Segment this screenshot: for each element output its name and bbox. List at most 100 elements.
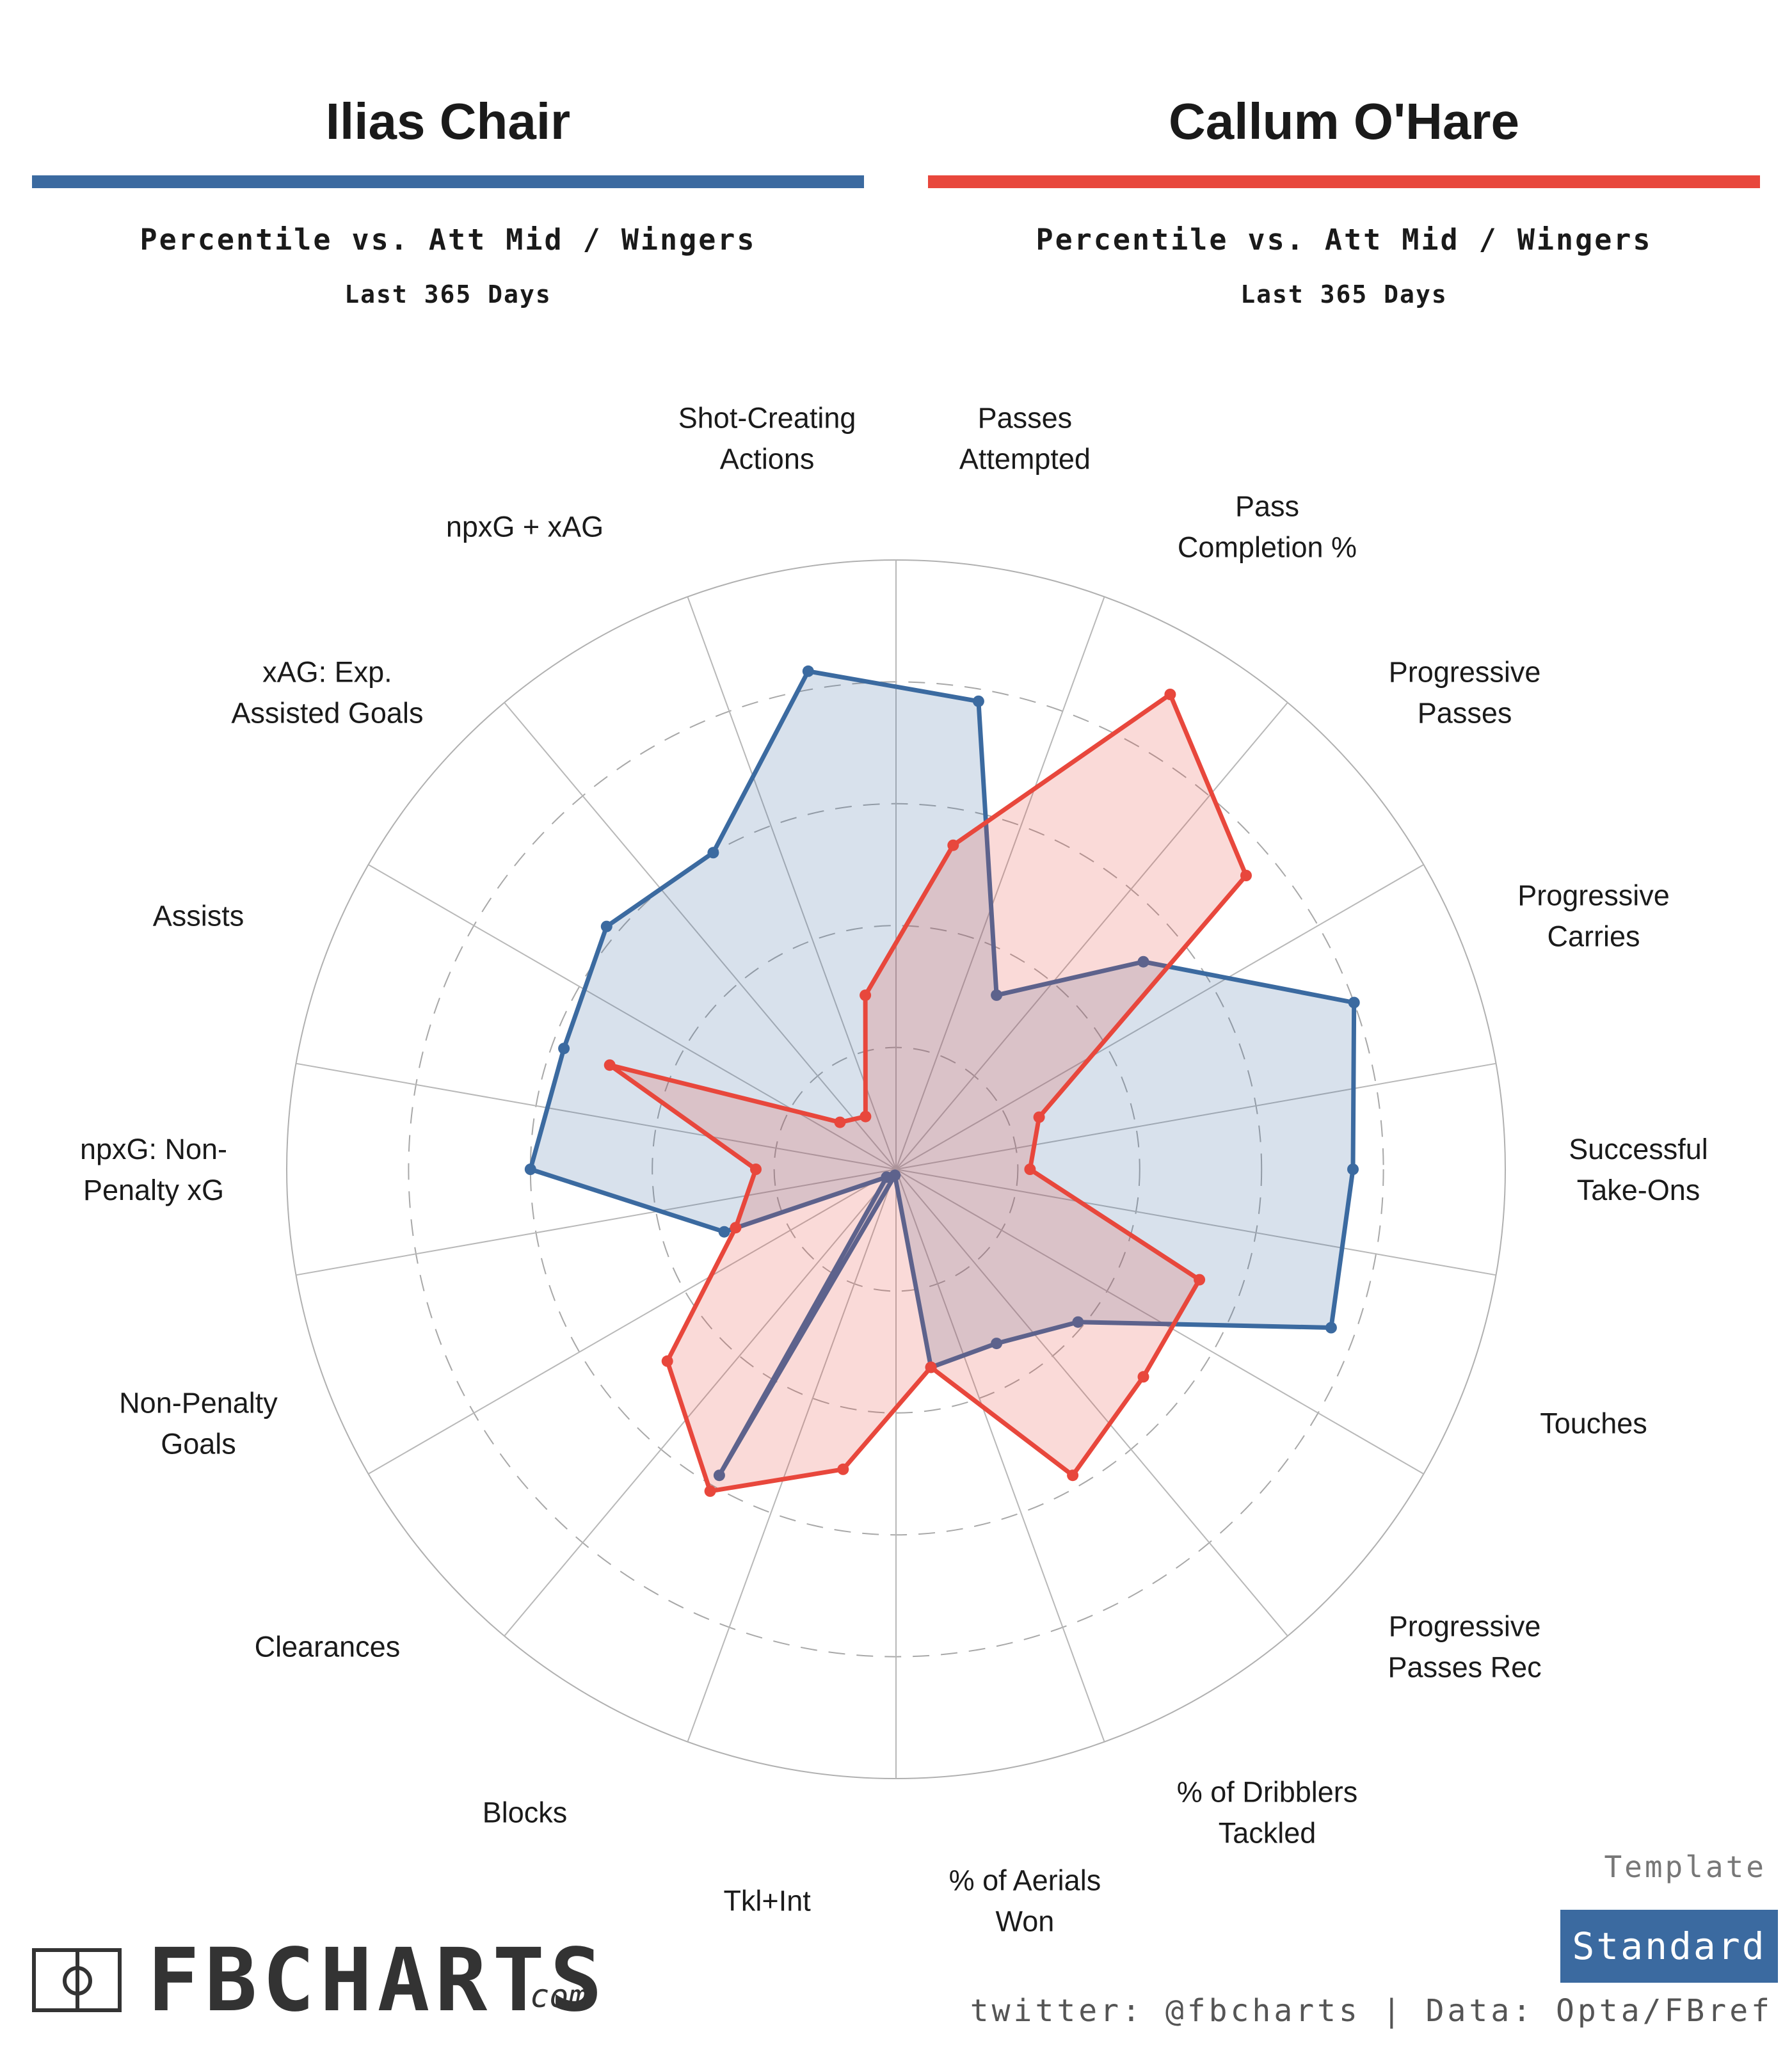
series-2-point — [1024, 1164, 1036, 1175]
series-1-point — [1325, 1322, 1337, 1334]
radar-spoke — [895, 1062, 1496, 1170]
logo-wordmark: FBCHARTS — [147, 1930, 608, 2031]
metric-label-line: Passes — [1418, 696, 1512, 729]
pitch-icon — [32, 1948, 122, 2012]
radar-spoke — [687, 1169, 897, 1742]
series-2-point — [730, 1222, 742, 1234]
logo-suffix: .com — [511, 1978, 588, 2015]
radar-spoke — [504, 1169, 897, 1636]
fbcharts-logo[interactable]: FBCHARTS .com — [32, 1933, 602, 2029]
metric-label: Non-Penalty Goals — [119, 1387, 278, 1460]
series-1-point — [972, 695, 984, 707]
radar-spoke — [895, 1169, 1496, 1276]
metric-label: Touches — [1540, 1407, 1647, 1440]
metric-label: Assists — [153, 899, 244, 932]
metric-label-line: Attempted — [959, 443, 1091, 476]
series-2-point — [834, 1116, 846, 1128]
series-2-point — [860, 989, 872, 1002]
series-1-point — [991, 1338, 1003, 1350]
metric-label: Successful Take-Ons — [1569, 1133, 1708, 1206]
radar-spoke — [504, 702, 897, 1170]
series-2-point — [661, 1355, 673, 1367]
metric-label: Clearances — [255, 1631, 401, 1663]
metric-label: npxG + xAG — [446, 510, 604, 543]
metric-label: Progressive Passes — [1389, 655, 1541, 729]
series-1-point — [1072, 1316, 1084, 1328]
metric-label: % of Dribblers Tackled — [1177, 1776, 1358, 1850]
series-2-point — [947, 839, 959, 851]
radar-spoke — [368, 1169, 897, 1475]
radar-spoke — [895, 1169, 1424, 1475]
metric-label: Progressive Carries — [1517, 879, 1670, 952]
template-label: Template — [1604, 1850, 1766, 1884]
metric-label: Progressive Passes Rec — [1388, 1610, 1542, 1684]
series-2-point — [1240, 870, 1252, 881]
metric-label: Passes Attempted — [959, 402, 1091, 476]
series-1-point — [1347, 1164, 1359, 1175]
metric-label-line: Blocks — [483, 1796, 568, 1829]
metric-label-line: Penalty xG — [83, 1174, 224, 1206]
metric-label-line: Successful — [1569, 1133, 1708, 1165]
template-select-button[interactable]: Standard — [1560, 1910, 1778, 1983]
metric-label: npxG: Non- Penalty xG — [80, 1133, 227, 1206]
series-2-point — [837, 1463, 849, 1475]
metric-label-line: npxG: Non- — [80, 1133, 227, 1165]
metric-label: Tkl+Int — [723, 1884, 811, 1917]
metric-label-line: xAG: Exp. — [262, 655, 392, 688]
series-2-point — [604, 1059, 616, 1071]
metric-label-line: Pass — [1235, 490, 1299, 522]
player-1-name: Ilias Chair — [325, 93, 571, 150]
radar-spoke — [895, 596, 1105, 1170]
player-2-color-bar — [928, 175, 1760, 188]
player-2-subtitle: Percentile vs. Att Mid / Wingers — [1036, 223, 1652, 257]
series-2-point — [1164, 689, 1176, 700]
metric-label: Blocks — [483, 1796, 568, 1829]
metric-label-line: Carries — [1547, 920, 1640, 952]
series-1-point — [707, 847, 719, 859]
series-1-point — [802, 665, 814, 677]
player-2-period: Last 365 Days — [1240, 280, 1448, 308]
metric-label: Pass Completion % — [1178, 490, 1357, 563]
series-1-point — [718, 1226, 730, 1238]
radar-metric-labels: Passes Attempted Pass Completion % Progressi… — [80, 402, 1708, 1938]
series-1-point — [1348, 996, 1360, 1009]
metric-label-line: Progressive — [1517, 879, 1670, 911]
series-1-point — [1137, 956, 1149, 968]
radar-spoke — [895, 702, 1288, 1170]
metric-label: Shot-Creating Actions — [678, 402, 856, 476]
series-2-point — [704, 1485, 716, 1497]
series-1-point — [558, 1043, 570, 1055]
series-1-point — [881, 1171, 893, 1183]
metric-label-line: Goals — [161, 1428, 236, 1460]
metric-label-line: Won — [996, 1905, 1055, 1937]
radar-spoke — [895, 1169, 1105, 1742]
metric-label: xAG: Exp. Assisted Goals — [231, 655, 423, 729]
series-2-point — [1067, 1469, 1079, 1482]
metric-label-line: Progressive — [1389, 1610, 1541, 1643]
player-2-name: Callum O'Hare — [1168, 93, 1520, 150]
metric-label-line: Assists — [153, 899, 244, 932]
series-1-point — [713, 1469, 725, 1482]
metric-label-line: % of Dribblers — [1177, 1776, 1358, 1809]
radar-spoke — [687, 596, 897, 1170]
metric-label-line: Actions — [720, 443, 815, 476]
radar-spoke — [368, 864, 897, 1170]
series-2-point — [1137, 1371, 1149, 1383]
metric-label-line: Shot-Creating — [678, 402, 856, 435]
series-2-point — [925, 1361, 937, 1373]
metric-label-line: Take-Ons — [1577, 1174, 1700, 1206]
player-1-color-bar — [32, 175, 864, 188]
series-2-point — [860, 1110, 872, 1123]
radar-spoke — [296, 1062, 897, 1170]
metric-label-line: Passes Rec — [1388, 1651, 1542, 1684]
radar-series — [524, 665, 1360, 1497]
metric-label-line: Assisted Goals — [231, 696, 423, 729]
series-2-point — [1194, 1274, 1206, 1286]
player-1-subtitle: Percentile vs. Att Mid / Wingers — [140, 223, 756, 257]
metric-label-line: Touches — [1540, 1407, 1647, 1440]
metric-label-line: Progressive — [1389, 655, 1541, 688]
metric-label-line: Passes — [978, 402, 1073, 435]
metric-label-line: npxG + xAG — [446, 510, 604, 543]
player-1-period: Last 365 Days — [344, 280, 552, 308]
